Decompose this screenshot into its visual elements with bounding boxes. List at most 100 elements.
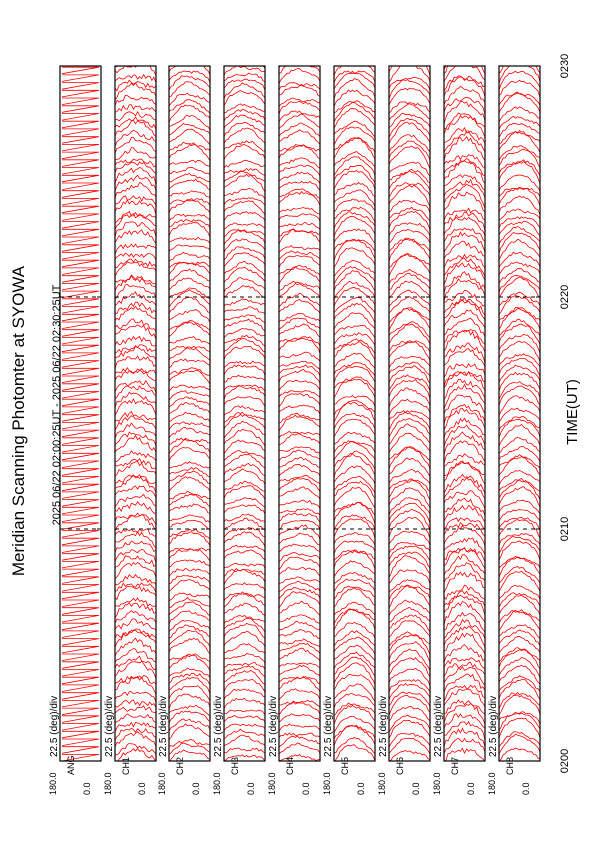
scan-line [444,112,485,130]
scan-line [334,540,375,554]
scan-line [389,182,430,198]
scan-line [389,307,430,331]
scan-line [115,104,156,113]
y-bottom-label: 0.0 [82,782,92,795]
scan-line [444,703,485,725]
scan-line [499,570,540,592]
scan-line [499,535,540,554]
x-tick-label: 0220 [559,285,571,309]
scan-line [115,675,156,695]
scan-line [334,270,375,291]
chart-title: Meridian Scanning Photomter at SYOWA [9,265,28,576]
scan-line [115,431,156,446]
scan-line [61,684,100,692]
scan-line [389,541,430,554]
scan-line [169,144,210,161]
scan-line [115,540,156,553]
panel-frame [168,65,211,762]
scan-line [279,336,320,346]
scan-line [444,657,485,669]
scan-line [389,530,430,546]
scan-line [444,688,485,708]
scan-line [169,490,210,500]
scan-line [115,705,156,714]
scan-line [444,625,485,648]
scale-label: 22.5 (deg)/div [213,696,224,757]
scan-line [389,374,430,391]
scan-line [444,348,485,367]
scan-line [279,664,320,677]
scan-line [169,749,210,761]
scan-line [169,123,210,136]
scan-line [334,120,375,138]
scan-line [499,216,540,229]
scan-line [279,713,320,723]
scan-line [389,101,430,114]
scan-line [334,412,375,430]
scan-line [499,731,540,747]
scan-line [279,144,320,160]
scan-line [169,370,210,385]
scan-line [389,446,430,461]
scan-line [224,266,265,283]
scan-line [224,276,265,293]
scan-line [169,251,210,262]
scan-line [224,504,265,515]
scan-line [224,360,265,368]
scan-line [115,274,156,285]
scan-line [115,660,156,679]
scan-line [334,399,375,416]
scan-line [279,723,320,732]
scan-line [499,711,540,731]
y-bottom-label: 0.0 [246,782,256,795]
scan-line [279,390,320,398]
scan-line [169,654,210,671]
scan-line [499,437,540,454]
scan-line [279,82,320,91]
scan-line [224,734,265,747]
scan-line [169,493,210,508]
scan-line [169,476,210,492]
scan-line [224,144,265,160]
scan-line [115,355,156,369]
scan-line [334,465,375,485]
scan-line [279,576,320,585]
scan-line [115,629,156,639]
scan-line [61,337,100,345]
scan-line [389,502,430,523]
scan-line [334,724,375,746]
scan-line [115,485,156,498]
scan-line [389,606,430,623]
scan-line [169,637,210,655]
scan-line [334,585,375,600]
scan-line [499,308,540,321]
scan-line [279,85,320,97]
scan-line [444,403,485,424]
scan-line [224,468,265,485]
scan-line [334,601,375,616]
scan-line [279,463,320,477]
scan-line [279,414,320,432]
scan-line [334,636,375,655]
scan-line [224,747,265,754]
scan-line [279,157,320,169]
scan-line [279,292,320,308]
scan-line [499,566,540,584]
scan-line [389,737,430,755]
scan-line [499,656,540,679]
scan-line [61,429,100,438]
panel-ch3: 22.5 (deg)/div 180.0 0.0 CH3 [212,65,266,795]
scan-line [389,112,430,129]
scan-line [115,410,156,422]
scan-line [334,206,375,223]
scan-line [61,483,100,492]
scan-line [169,470,210,485]
scan-line [499,251,540,268]
scan-line [499,115,540,130]
scan-line [224,72,265,83]
panel-frame [443,65,486,762]
scan-line [499,675,540,692]
scan-line [61,452,100,461]
scan-traces [115,66,156,761]
scan-line [279,360,320,370]
